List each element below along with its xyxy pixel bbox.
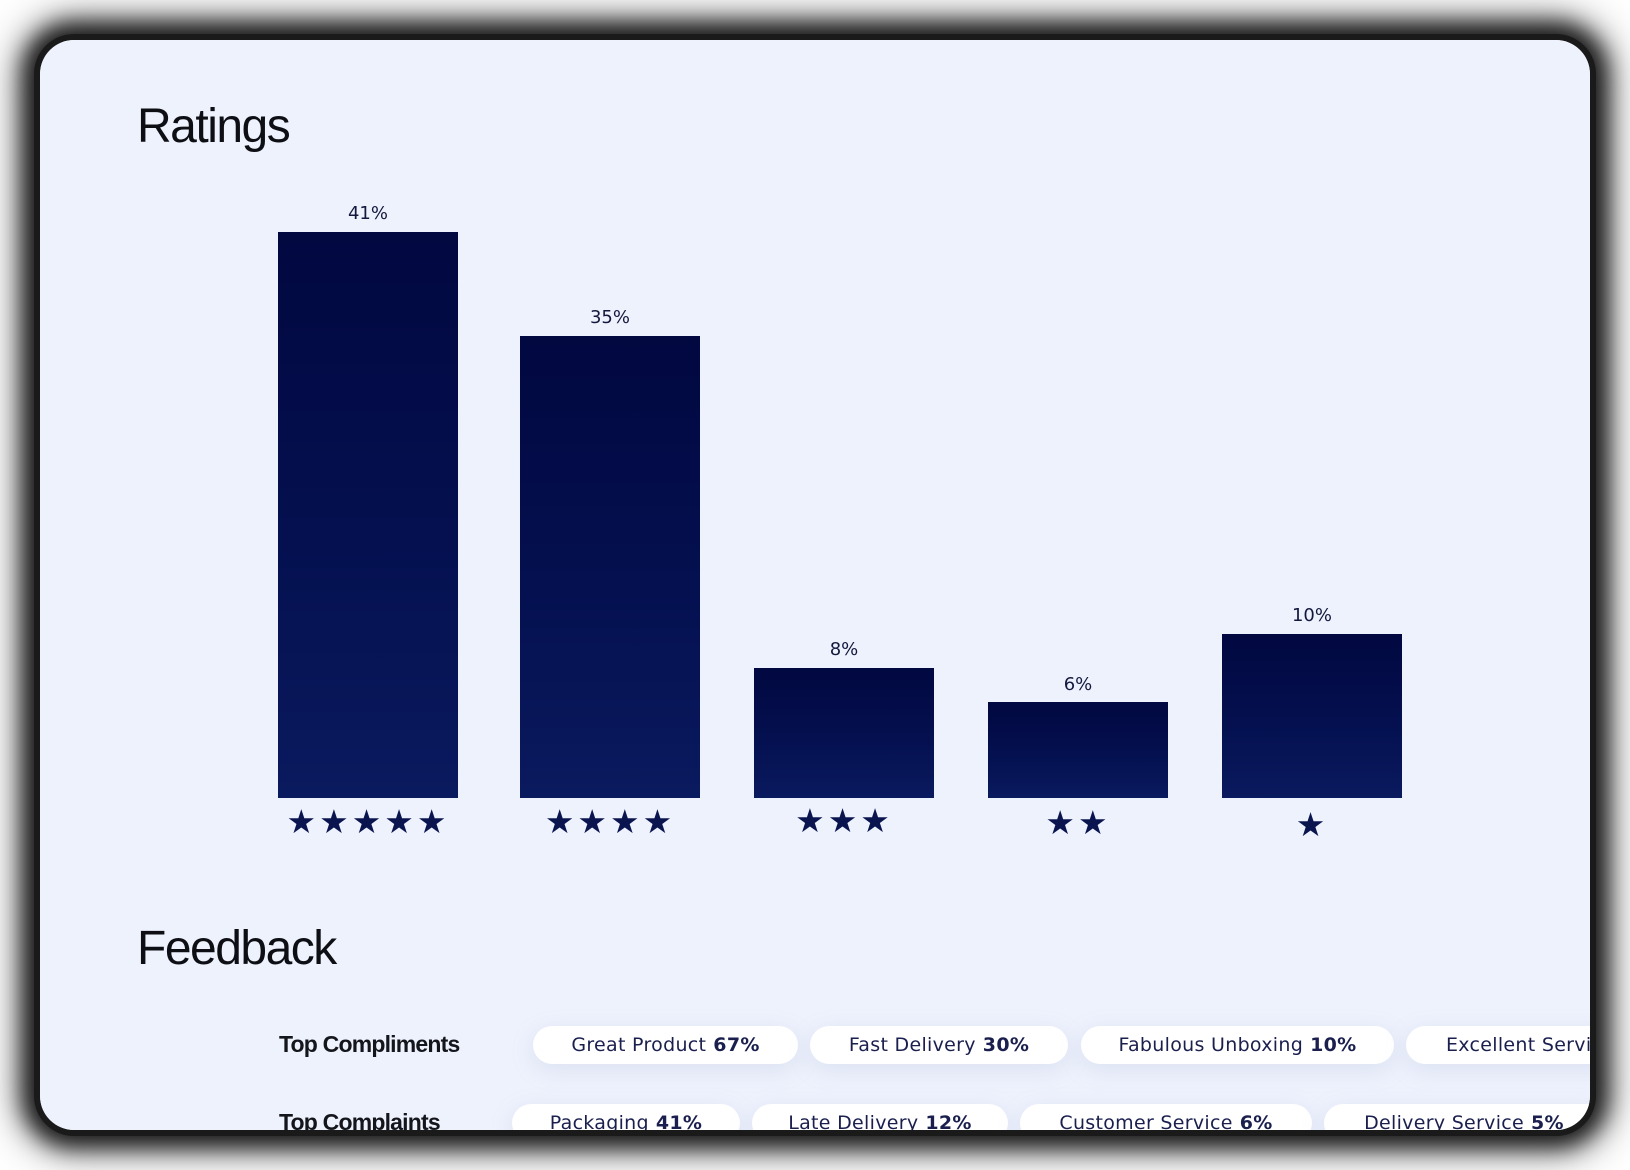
star-icons-4: ★★★★ (544, 802, 676, 841)
pill-percentage: 5% (1531, 1112, 1564, 1130)
top-compliments-label: Top Compliments (279, 1031, 460, 1057)
pill-percentage: 12% (925, 1112, 972, 1130)
complaint-pill-delivery-service[interactable]: Delivery Service 5% (1324, 1104, 1590, 1130)
star-icons-5: ★★★★★ (286, 802, 450, 841)
pill-label: Customer Service (1059, 1112, 1233, 1130)
top-complaints-label: Top Complaints (279, 1109, 441, 1131)
complaint-pill-late-delivery[interactable]: Late Delivery 12% (752, 1104, 1008, 1130)
pill-label: Fast Delivery (848, 1034, 976, 1056)
bar-value-label: 10% (1291, 605, 1332, 626)
bar-5-stars[interactable] (278, 232, 458, 798)
star-icons-1: ★ (1295, 805, 1329, 844)
compliment-pill-great-product[interactable]: Great Product 67% (533, 1026, 798, 1064)
star-icons-3: ★★★ (795, 801, 893, 840)
star-icons-2: ★★ (1045, 803, 1111, 842)
bar-1-star[interactable] (1222, 634, 1402, 798)
feedback-title: Feedback (137, 922, 337, 975)
pill-percentage: 67% (713, 1034, 760, 1056)
ratings-title: Ratings (137, 100, 291, 153)
complaint-pill-customer-service[interactable]: Customer Service 6% (1020, 1104, 1312, 1130)
bar-value-label: 35% (589, 307, 630, 328)
pill-label: Great Product (571, 1034, 707, 1056)
bar-value-label: 41% (347, 203, 388, 224)
compliment-pill-fabulous-unboxing[interactable]: Fabulous Unboxing 10% (1081, 1026, 1394, 1064)
bar-4-stars[interactable] (520, 336, 700, 798)
pill-label: Fabulous Unboxing (1118, 1034, 1304, 1056)
bar-value-label: 8% (829, 639, 859, 660)
bar-3-stars[interactable] (754, 668, 934, 798)
compliment-pill-excellent-service[interactable]: Excellent Service (1406, 1026, 1590, 1064)
compliment-pill-fast-delivery[interactable]: Fast Delivery 30% (810, 1026, 1068, 1064)
bar-value-label: 6% (1063, 674, 1093, 695)
complaint-pill-packaging[interactable]: Packaging 41% (512, 1104, 740, 1130)
pill-label: Late Delivery (788, 1112, 919, 1130)
pill-percentage: 10% (1310, 1034, 1357, 1056)
pill-label: Packaging (549, 1112, 649, 1130)
pill-percentage: 30% (982, 1034, 1030, 1056)
pill-label: Excellent Service (1446, 1034, 1590, 1056)
pill-label: Delivery Service (1364, 1112, 1525, 1130)
bar-2-stars[interactable] (988, 702, 1168, 798)
pill-percentage: 6% (1239, 1112, 1273, 1130)
pill-percentage: 41% (655, 1112, 703, 1130)
ratings-feedback-card: Ratings 41% ★★★★★ 35% ★★★★ 8% ★★★ 6% ★★ … (40, 40, 1590, 1130)
